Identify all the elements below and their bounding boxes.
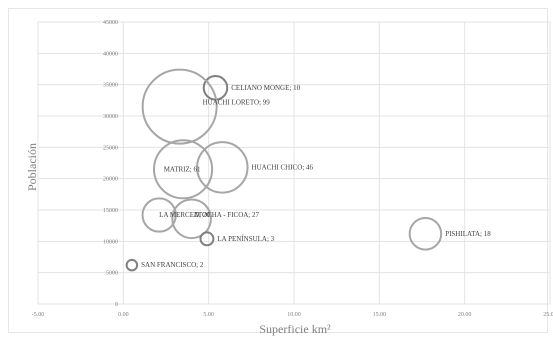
y-tick-label: 5000 [106, 271, 118, 277]
y-tick-label: 20000 [103, 177, 118, 183]
x-tick-label: 25.00 [543, 312, 553, 318]
bubble [196, 141, 249, 194]
x-tick-label: 0.00 [118, 312, 129, 318]
bubble-layer [125, 68, 443, 272]
x-tick-label: 5.00 [203, 312, 214, 318]
bubble [125, 258, 139, 272]
bubble-label: HUACHI LORETO; 99 [203, 99, 271, 107]
y-tick-label: 15000 [103, 208, 118, 214]
chart-frame [8, 8, 548, 333]
y-tick-label: 45000 [103, 20, 118, 26]
bubble-label: PISHILATA; 18 [445, 230, 491, 238]
y-tick-label: 30000 [103, 114, 118, 120]
label-layer: CELIANO MONGE; 10 HUACHI LORETO; 99 MATRIZ… [141, 84, 491, 269]
bubble-label: HUACHI CHICO; 46 [252, 163, 314, 171]
x-tick-label: 10.00 [287, 312, 301, 318]
y-axis-title: Población [25, 143, 39, 191]
y-tick-label: 10000 [103, 239, 118, 245]
bubble-label: SAN FRANCISCO; 2 [141, 261, 204, 269]
bubble [153, 139, 214, 200]
bubble [199, 231, 215, 247]
y-tick-label: 25000 [103, 145, 118, 151]
bubble [141, 68, 218, 145]
bubble [141, 197, 177, 233]
bubble-label: LA PENÍNSULA; 3 [217, 235, 274, 243]
bubble [408, 217, 443, 251]
x-axis-title: Superficie km² [259, 322, 331, 336]
y-tick-label: 40000 [103, 51, 118, 57]
x-tick-label: -5.00 [32, 312, 45, 318]
bubble-label: CELIANO MONGE; 10 [231, 84, 300, 92]
x-tick-label: 15.00 [373, 312, 387, 318]
x-tick-label: 20.00 [458, 312, 472, 318]
bubble-label: ATOCHA - FICOA; 27 [194, 211, 260, 219]
bubble-label: MATRIZ; 61 [164, 165, 201, 173]
tick-layer: 0 5000 10000 15000 20000 25000 30000 35000 40000… [32, 20, 553, 318]
y-tick-label: 0 [115, 302, 118, 308]
y-tick-label: 35000 [103, 83, 118, 89]
grid-layer [37, 21, 551, 305]
bubble-label: LA MERCED; 20 [159, 211, 210, 219]
bubble [171, 198, 212, 240]
